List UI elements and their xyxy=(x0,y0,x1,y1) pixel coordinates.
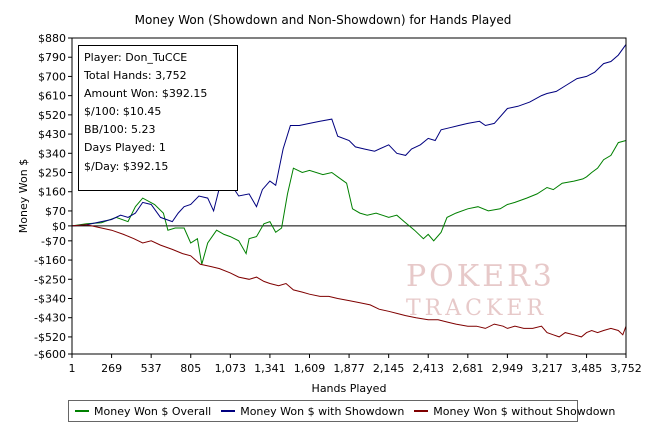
x-tick-label: 1 xyxy=(69,362,76,375)
x-tick-label: 805 xyxy=(180,362,201,375)
x-tick-label: 2,145 xyxy=(373,362,405,375)
chart-title: Money Won (Showdown and Non-Showdown) fo… xyxy=(135,13,512,27)
stat-player: Player: Don_TuCCE xyxy=(84,51,188,64)
legend-item-overall: Money Won $ Overall xyxy=(75,405,211,418)
plot-area-border xyxy=(71,37,627,355)
legend-item-non-showdown: Money Won $ without Showdown xyxy=(414,405,615,418)
y-axis-label: Money Won $ xyxy=(17,159,30,233)
legend-label-overall: Money Won $ Overall xyxy=(94,404,212,418)
y-tick-label: $340 xyxy=(38,147,66,160)
x-tick-label: 2,949 xyxy=(492,362,524,375)
y-tick-label: -$70 xyxy=(41,235,66,248)
y-tick-label: $70 xyxy=(45,205,66,218)
legend-swatch-non-showdown xyxy=(414,410,429,412)
stat-dollars-per-day: $/Day: $392.15 xyxy=(84,159,169,173)
legend-swatch-overall xyxy=(75,410,89,412)
x-tick-label: 269 xyxy=(101,362,122,375)
series-line-showdown xyxy=(71,44,627,227)
y-tick-label: $700 xyxy=(38,70,66,83)
y-tick-label: -$160 xyxy=(34,254,66,267)
series-line-overall xyxy=(71,140,627,265)
x-tick-label: 1,609 xyxy=(294,362,326,375)
x-tick-label: 1,877 xyxy=(333,362,365,375)
y-tick-label: $250 xyxy=(38,167,66,180)
y-tick-label: $610 xyxy=(38,90,66,103)
x-tick-label: 537 xyxy=(141,362,162,375)
y-tick-label: -$520 xyxy=(34,331,66,344)
player-stats-box: Player: Don_TuCCE Total Hands: 3,752 Amo… xyxy=(78,45,238,191)
x-tick-label: 3,217 xyxy=(531,362,563,375)
y-tick-label: -$250 xyxy=(34,273,66,286)
plot-frame xyxy=(71,37,627,355)
series-lines xyxy=(71,44,627,338)
y-tick-label: -$600 xyxy=(34,348,66,361)
stat-total-hands: Total Hands: 3,752 xyxy=(84,69,187,83)
x-tick-label: 1,073 xyxy=(215,362,247,375)
x-tick-label: 1,341 xyxy=(254,362,286,375)
legend-label-showdown: Money Won $ with Showdown xyxy=(240,404,405,418)
stat-days-played: Days Played: 1 xyxy=(84,141,166,155)
y-tick-label: $0 xyxy=(52,220,66,233)
chart-legend: Money Won $ Overall Money Won $ with Sho… xyxy=(68,400,615,422)
x-axis-ticks: 1 269 537 805 1,073 1,341 1,609 1,877 2,145 2,413… xyxy=(69,354,642,375)
legend-item-showdown: Money Won $ with Showdown xyxy=(221,405,404,418)
stat-bb-per-100: BB/100: 5.23 xyxy=(84,123,156,137)
stat-dollars-per-100: $/100: $10.45 xyxy=(84,105,162,119)
legend-label-non-showdown: Money Won $ without Showdown xyxy=(433,404,616,418)
y-tick-label: $790 xyxy=(38,51,66,64)
y-tick-label: -$430 xyxy=(34,312,66,325)
y-tick-label: $520 xyxy=(38,109,66,122)
x-tick-label: 2,681 xyxy=(452,362,484,375)
x-axis-label: Hands Played xyxy=(312,382,387,395)
legend-swatch-showdown xyxy=(221,410,236,412)
y-tick-label: $430 xyxy=(38,128,66,141)
y-tick-label: -$340 xyxy=(34,292,66,305)
series-line-non-showdown xyxy=(71,224,627,338)
y-axis-ticks: $880 $790 $700 $610 $520 $430 $340 $250 $160 $70 $… xyxy=(34,32,72,361)
x-tick-label: 3,485 xyxy=(571,362,603,375)
y-tick-label: $160 xyxy=(38,186,66,199)
x-tick-label: 3,752 xyxy=(610,362,642,375)
x-tick-label: 2,413 xyxy=(412,362,444,375)
y-tick-label: $880 xyxy=(38,32,66,45)
stat-amount-won: Amount Won: $392.15 xyxy=(84,87,208,101)
